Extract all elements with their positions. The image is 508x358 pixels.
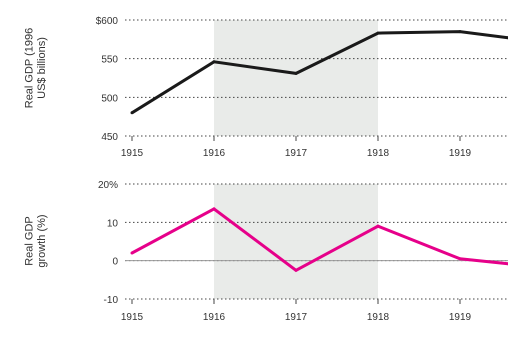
- series-line-1: [131, 30, 508, 115]
- data-point: [130, 111, 134, 115]
- y-tick-label: 550: [101, 55, 118, 66]
- y-axis-label-line: Real GDP: [23, 216, 35, 266]
- y-axis-label-line: growth (%): [36, 214, 48, 267]
- x-tick-label: 1919: [449, 148, 472, 159]
- y-tick-label: 500: [101, 93, 118, 104]
- data-point: [376, 31, 380, 35]
- x-tick-label: 1915: [121, 148, 144, 159]
- shaded-period: [214, 184, 378, 299]
- y-tick-label: $600: [96, 16, 119, 27]
- y-tick-label: -10: [104, 295, 119, 306]
- series-line-1: [131, 207, 508, 273]
- x-tick-label: 1917: [285, 148, 308, 159]
- y-axis-label: Real GDP (1996US$ billions): [23, 28, 48, 109]
- x-tick-label: 1916: [203, 312, 226, 323]
- data-point: [130, 251, 134, 255]
- x-tick-label: 1919: [449, 312, 472, 323]
- data-point: [458, 257, 462, 261]
- y-tick-label: 20%: [98, 180, 118, 191]
- data-point: [212, 60, 216, 64]
- y-axis-label: Real GDPgrowth (%): [23, 214, 48, 267]
- y-tick-label: 10: [107, 218, 119, 229]
- data-point: [294, 71, 298, 75]
- y-axis-label-line: Real GDP (1996: [23, 28, 35, 109]
- data-point: [458, 30, 462, 34]
- data-point: [294, 268, 298, 272]
- x-tick-label: 1917: [285, 312, 308, 323]
- y-tick-label: 0: [112, 257, 118, 268]
- y-axis-label-line: US$ billions): [36, 37, 48, 99]
- x-tick-label: 1915: [121, 312, 144, 323]
- data-point: [212, 207, 216, 211]
- x-tick-label: 1918: [367, 312, 390, 323]
- x-tick-label: 1918: [367, 148, 390, 159]
- shaded-period: [214, 20, 378, 136]
- x-tick-label: 1916: [203, 148, 226, 159]
- data-point: [376, 224, 380, 228]
- y-tick-label: 450: [101, 132, 118, 143]
